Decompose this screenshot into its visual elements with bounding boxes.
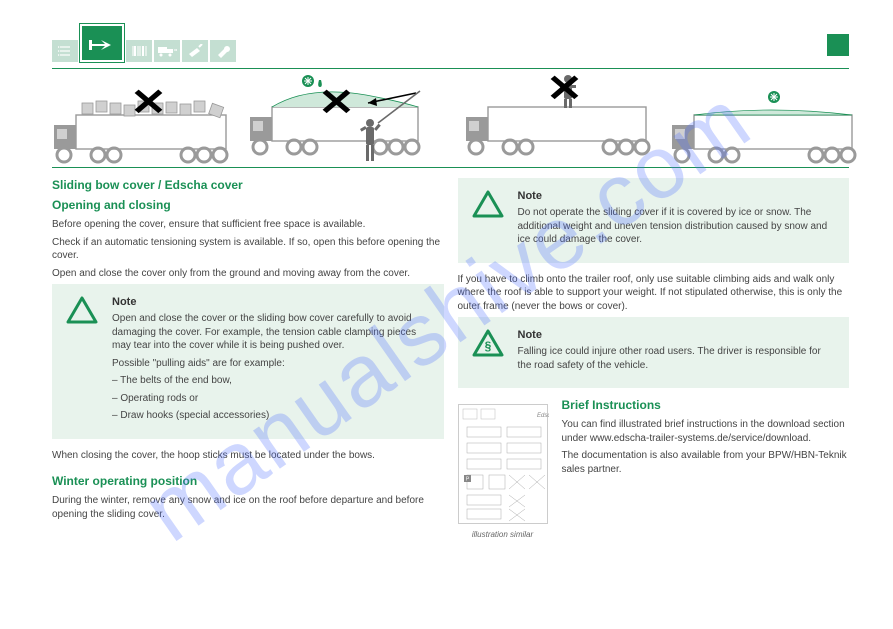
content-columns: Sliding bow cover / Edscha cover Opening…: [52, 178, 849, 525]
cross-icon: ✕: [130, 84, 167, 121]
top-icon-bar: [52, 34, 849, 62]
note-text: Open and close the cover or the sliding …: [112, 312, 430, 353]
list-item: The belts of the end bow,: [112, 374, 430, 388]
note-text: Falling ice could injure other road user…: [518, 345, 836, 372]
truck-covered-ok: [670, 83, 860, 165]
right-column: Note Do not operate the sliding cover if…: [458, 178, 850, 525]
pointing-hand-icon[interactable]: [80, 24, 124, 62]
cross-icon: ✕: [318, 84, 355, 121]
note-box: Note Open and close the cover or the sli…: [52, 284, 444, 439]
cross-icon: ✕: [546, 70, 583, 107]
body-text: Before opening the cover, ensure that su…: [52, 218, 444, 232]
truck-loose-load: ✕: [52, 83, 232, 165]
body-text: Open and close the cover only from the g…: [52, 267, 444, 281]
note-text: Possible "pulling aids" are for example:: [112, 357, 430, 371]
wrench-icon[interactable]: [210, 40, 236, 62]
body-text: You can find illustrated brief instructi…: [562, 418, 850, 445]
trowel-icon[interactable]: [182, 40, 208, 62]
left-column: Sliding bow cover / Edscha cover Opening…: [52, 178, 444, 525]
truck-strip: ✕: [52, 69, 849, 167]
svg-text:§: §: [484, 339, 491, 353]
note-text: Do not operate the sliding cover if it i…: [518, 206, 836, 247]
brief-title: Brief Instructions: [562, 398, 850, 412]
svg-text:Edscha: Edscha: [537, 413, 549, 419]
thumb-caption: illustration similar: [459, 530, 547, 539]
barcode-icon[interactable]: [126, 40, 152, 62]
truck-person-on-roof: ✕: [464, 73, 654, 165]
note-label: Note: [112, 296, 430, 308]
aid-list: The belts of the end bow, Operating rods…: [112, 374, 430, 423]
body-text: When closing the cover, the hoop sticks …: [52, 449, 444, 463]
note-box-legal: § Note Falling ice could injure other ro…: [458, 317, 850, 388]
page: ✕: [0, 0, 893, 555]
section-subtitle: Opening and closing: [52, 198, 444, 212]
body-text: Check if an automatic tensioning system …: [52, 236, 444, 263]
body-text: During the winter, remove any snow and i…: [52, 494, 444, 521]
note-label: Note: [518, 329, 836, 341]
list-icon[interactable]: [52, 40, 78, 62]
legal-triangle-icon: §: [472, 329, 504, 357]
warning-triangle-icon: [66, 296, 98, 324]
list-item: Operating rods or: [112, 392, 430, 406]
note-box: Note Do not operate the sliding cover if…: [458, 178, 850, 263]
note-label: Note: [518, 190, 836, 202]
body-text: The documentation is also available from…: [562, 449, 850, 476]
rule-bottom: [52, 167, 849, 168]
instruction-card-thumb: Edscha: [458, 404, 548, 524]
winter-title: Winter operating position: [52, 474, 444, 488]
body-text: If you have to climb onto the trailer ro…: [458, 273, 850, 314]
truck-icon[interactable]: [154, 40, 180, 62]
section-title: Sliding bow cover / Edscha cover: [52, 178, 444, 192]
truck-open-cover: ✕: [248, 73, 448, 165]
list-item: Draw hooks (special accessories): [112, 409, 430, 423]
warning-triangle-icon: [472, 190, 504, 218]
